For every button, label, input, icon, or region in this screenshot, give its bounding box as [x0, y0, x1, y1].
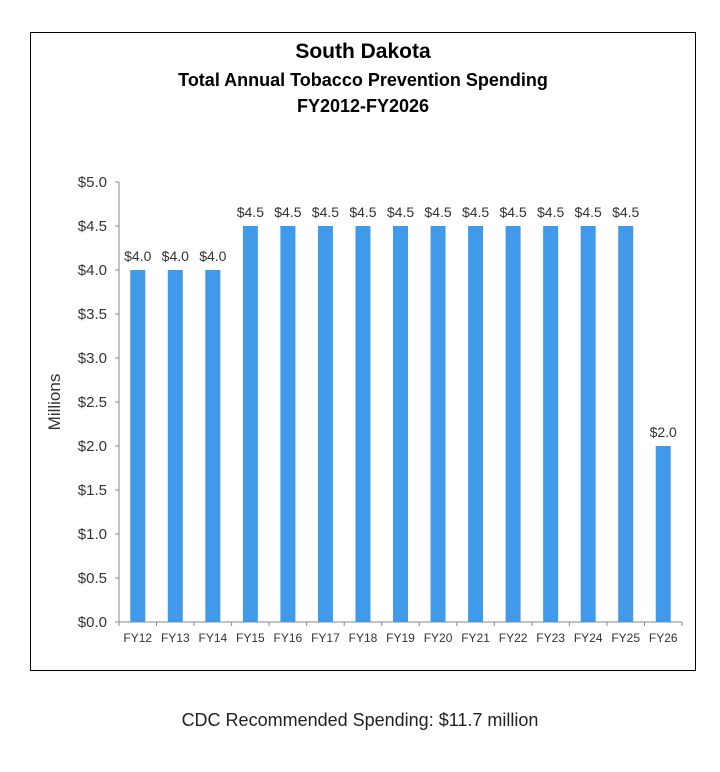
y-tick-label: $2.0 [78, 438, 107, 455]
data-label: $4.5 [274, 204, 301, 220]
x-tick-label: FY26 [649, 631, 678, 645]
data-label: $4.5 [575, 204, 602, 220]
x-tick-label: FY15 [236, 631, 265, 645]
data-label: $4.5 [424, 204, 451, 220]
data-label: $4.5 [462, 204, 489, 220]
data-label: $4.0 [199, 248, 226, 264]
x-tick-label: FY13 [161, 631, 190, 645]
data-label: $4.5 [237, 204, 264, 220]
bar-fy13 [167, 270, 183, 622]
bar-fy21 [468, 226, 484, 622]
bar-fy24 [580, 226, 596, 622]
x-tick-label: FY17 [311, 631, 340, 645]
chart-frame [30, 32, 696, 671]
y-tick-label: $4.0 [78, 262, 107, 279]
bar-fy16 [280, 226, 296, 622]
data-label: $4.5 [537, 204, 564, 220]
x-tick-label: FY24 [574, 631, 603, 645]
y-tick-label: $1.0 [78, 526, 107, 543]
data-label: $4.5 [612, 204, 639, 220]
x-tick-label: FY21 [461, 631, 490, 645]
x-tick-label: FY14 [198, 631, 227, 645]
data-label: $4.0 [162, 248, 189, 264]
y-tick-label: $0.0 [78, 614, 107, 631]
bar-fy26 [655, 446, 671, 622]
y-tick-label: $3.0 [78, 350, 107, 367]
bar-fy17 [317, 226, 333, 622]
x-tick-label: FY22 [499, 631, 528, 645]
x-tick-label: FY25 [611, 631, 640, 645]
y-axis-label: Millions [45, 374, 64, 431]
chart-title: South Dakota [295, 40, 431, 63]
data-label: $4.0 [124, 248, 151, 264]
data-label: $4.5 [349, 204, 376, 220]
x-tick-label: FY23 [536, 631, 565, 645]
bar-fy20 [430, 226, 446, 622]
x-tick-label: FY19 [386, 631, 415, 645]
y-tick-label: $0.5 [78, 570, 107, 587]
y-tick-label: $5.0 [78, 174, 107, 191]
y-tick-label: $4.5 [78, 218, 107, 235]
y-tick-label: $2.5 [78, 394, 107, 411]
data-label: $4.5 [312, 204, 339, 220]
x-tick-label: FY12 [123, 631, 152, 645]
chart-subtitle-period: FY2012-FY2026 [296, 96, 430, 116]
data-label: $2.0 [650, 424, 677, 440]
bar-fy19 [393, 226, 408, 622]
x-tick-label: FY16 [274, 631, 303, 645]
data-label: $4.5 [387, 204, 414, 220]
cdc-recommended-spending: CDC Recommended Spending: $11.7 million [181, 710, 539, 730]
y-tick-label: $1.5 [78, 482, 107, 499]
y-tick-label: $3.5 [78, 306, 107, 323]
chart-subtitle: Total Annual Tobacco Prevention Spending [178, 70, 548, 90]
bar-fy14 [205, 270, 221, 622]
x-tick-label: FY18 [349, 631, 378, 645]
data-label: $4.5 [499, 204, 526, 220]
bar-fy25 [618, 226, 634, 622]
bar-fy22 [505, 226, 521, 622]
bar-fy15 [242, 226, 258, 622]
bar-fy12 [130, 270, 146, 622]
x-tick-label: FY20 [424, 631, 453, 645]
bar-fy18 [355, 226, 371, 622]
bar-fy23 [543, 226, 559, 622]
